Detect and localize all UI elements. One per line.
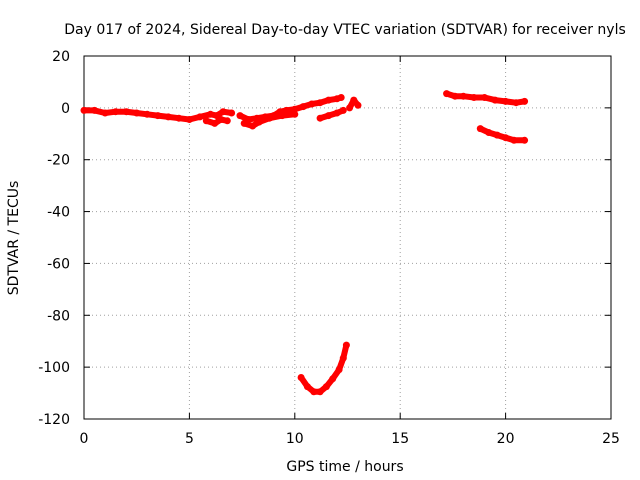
data-point (143, 110, 151, 118)
data-point (476, 125, 484, 133)
data-point (322, 383, 330, 391)
x-tick-label: 5 (185, 431, 194, 447)
data-point (228, 109, 236, 117)
x-axis-label: GPS time / hours (286, 459, 403, 475)
y-tick-label: -120 (38, 412, 70, 428)
chart-title: Day 017 of 2024, Sidereal Day-to-day VTE… (64, 22, 626, 38)
data-point (291, 110, 299, 118)
data-point (122, 108, 130, 116)
data-point (339, 354, 347, 362)
data-point (297, 374, 305, 381)
data-point (223, 117, 231, 125)
data-point (329, 375, 337, 383)
data-point (316, 99, 324, 107)
y-tick-label: -80 (47, 308, 70, 324)
data-point (521, 136, 529, 144)
data-point (502, 97, 510, 105)
data-point (354, 101, 362, 109)
data-point (451, 92, 459, 100)
data-point (219, 108, 227, 116)
y-tick-label: 0 (61, 101, 70, 117)
data-point (299, 103, 307, 111)
plot-frame (83, 55, 612, 420)
y-tick-label: -20 (47, 153, 70, 169)
y-tick-label: -100 (38, 360, 70, 376)
data-point (310, 388, 318, 396)
data-point (481, 94, 488, 101)
data-point (521, 97, 529, 105)
data-point (335, 366, 343, 374)
data-point (493, 131, 501, 139)
data-point (350, 96, 358, 104)
data-point (255, 118, 263, 126)
data-point (342, 341, 350, 349)
data-point (80, 106, 88, 114)
data-point (308, 100, 316, 108)
data-point (485, 129, 493, 136)
data-point (196, 113, 204, 121)
data-point (316, 114, 324, 122)
data-point (325, 112, 332, 120)
x-tick-label: 25 (602, 431, 620, 447)
data-point (207, 110, 214, 118)
y-tick-label: -60 (47, 256, 70, 272)
data-point (249, 122, 257, 130)
data-point (443, 90, 451, 98)
data-point (316, 388, 324, 396)
data-point (266, 114, 273, 122)
data-point (217, 116, 225, 123)
data-point (112, 108, 120, 116)
x-tick-label: 0 (80, 431, 89, 447)
data-point (510, 136, 518, 144)
data-point (502, 134, 510, 142)
data-point (303, 383, 311, 391)
data-point (512, 99, 520, 107)
data-point (339, 106, 347, 114)
data-point (325, 96, 332, 104)
x-tick-label: 15 (391, 431, 409, 447)
data-series (80, 90, 529, 396)
data-point (346, 104, 354, 112)
data-point (175, 114, 183, 122)
data-point (133, 109, 141, 117)
data-point (470, 94, 478, 101)
y-tick-label: 20 (52, 49, 70, 65)
data-point (154, 112, 162, 120)
data-point (337, 94, 345, 101)
data-point (278, 112, 286, 120)
data-point (459, 92, 467, 100)
data-point (236, 112, 244, 120)
data-point (211, 119, 219, 127)
data-point (164, 113, 172, 121)
data-point (101, 109, 109, 117)
x-axis: 0 5 10 15 20 25 (80, 56, 620, 447)
data-point (291, 105, 299, 113)
y-axis: 20 0 -20 -40 -60 -80 -100 -120 (38, 49, 611, 428)
data-point (91, 106, 98, 114)
data-point (185, 116, 193, 123)
data-point (491, 96, 499, 104)
y-axis-label: SDTVAR / TECUs (6, 181, 22, 296)
data-point (202, 117, 210, 125)
x-tick-label: 20 (497, 431, 515, 447)
y-tick-label: -40 (47, 205, 70, 221)
data-point (240, 119, 248, 127)
x-tick-label: 10 (286, 431, 304, 447)
data-point (333, 109, 341, 117)
